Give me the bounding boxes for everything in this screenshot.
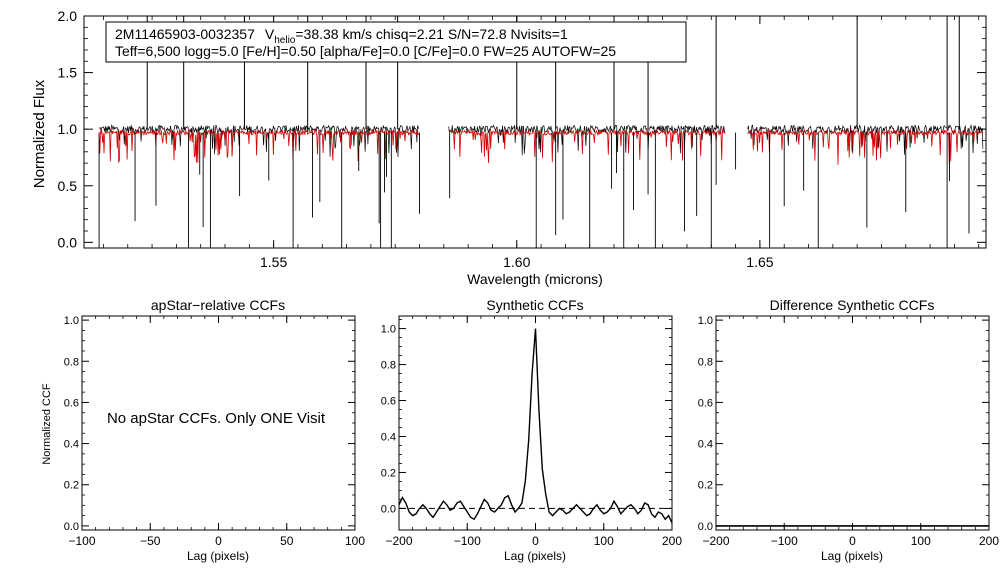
spectrum-y-axis-label: Normalized Flux: [31, 79, 48, 188]
diff-ccf-x-axis-label: Lag (pixels): [821, 549, 883, 563]
apstar-ccf-x-tick-label: −50: [140, 534, 161, 548]
observed-trace-chip-1: [99, 124, 420, 157]
diff-ccf-x-tick-label: 200: [979, 534, 999, 548]
info-box-frame: [105, 21, 687, 63]
diff-ccf-panel: −200 −100 0 100 200 0.0 0.2 0.4 0.6 0.8 1.0 Differ…: [698, 297, 1000, 563]
spectrum-y-tick-label: 0.5: [58, 178, 78, 194]
spectrum-y-ticks: 0.0 0.5 1.0 1.5 2.0: [58, 8, 986, 250]
diff-ccf-y-tick-label: 0.2: [698, 480, 713, 492]
spectrum-y-tick-label: 1.5: [58, 65, 78, 81]
apstar-ccf-y-axis-label: Normalized CCF: [41, 383, 53, 465]
synthetic-ccf-line: [398, 328, 673, 524]
synthetic-ccf-title: Synthetic CCFs: [486, 297, 583, 313]
observed-trace-chip-2: [448, 124, 726, 156]
apstar-ccf-y-tick-label: 1.0: [64, 315, 79, 327]
apstar-ccf-panel: −100 −50 0 50 100 0.0 0.2 0.4 0.6 0.8 1.0 apStar−r…: [41, 297, 365, 563]
info-v-rest: =38.38 km/s chisq=2.21 S/N=72.8 Nvisits=…: [295, 26, 568, 42]
synthetic-ccf-y-tick-label: 0.0: [381, 503, 396, 515]
diff-ccf-frame: [715, 315, 990, 531]
synthetic-ccf-y-tick-label: 0.2: [381, 467, 396, 479]
apstar-ccf-y-tick-label: 0.6: [64, 397, 79, 409]
apstar-ccf-y-tick-label: 0.8: [64, 356, 79, 368]
model-trace-chip-2: [448, 128, 726, 164]
spectrum-plot-frame: [83, 15, 987, 249]
synthetic-ccf-x-tick-label: 0: [532, 534, 539, 548]
apstar-ccf-ticks: −100 −50 0 50 100 0.0 0.2 0.4 0.6 0.8 1.0: [64, 315, 366, 548]
apstar-ccf-x-tick-label: 0: [215, 534, 222, 548]
spectrum-traces: [98, 124, 984, 165]
apstar-ccf-x-tick-label: 50: [280, 534, 294, 548]
diff-ccf-y-tick-label: 0.6: [698, 397, 713, 409]
diff-ccf-x-tick-label: −100: [771, 534, 798, 548]
spectrum-x-tick-label: 1.55: [260, 254, 287, 270]
apstar-ccf-y-tick-label: 0.2: [64, 480, 79, 492]
model-trace-chip-3: [747, 129, 984, 165]
info-v-subscript: helio: [274, 35, 296, 46]
info-object-id: 2M11465903-0032357: [115, 26, 255, 42]
spectrum-x-tick-label: 1.60: [503, 254, 530, 270]
spectrum-x-tick-label: 1.65: [746, 254, 773, 270]
info-v-label: V: [265, 26, 275, 42]
diff-ccf-x-tick-label: −200: [702, 534, 729, 548]
apstar-ccf-annotation: No apStar CCFs. Only ONE Visit: [107, 410, 326, 427]
diff-ccf-y-tick-label: 0.8: [698, 356, 713, 368]
spectrum-y-tick-label: 2.0: [58, 8, 78, 24]
synthetic-ccf-plot: [398, 328, 673, 524]
spectrum-panel: 1.55 1.60 1.65 0.0 0.5 1.0 1.5 2.0 Wavelength …: [31, 8, 987, 287]
synthetic-ccf-x-tick-label: −100: [454, 534, 481, 548]
diff-ccf-y-tick-label: 1.0: [698, 315, 713, 327]
apstar-ccf-title: apStar−relative CCFs: [151, 297, 285, 313]
diff-ccf-y-tick-label: 0.0: [698, 521, 713, 533]
synthetic-ccf-x-axis-label: Lag (pixels): [504, 549, 566, 563]
apstar-ccf-x-axis-label: Lag (pixels): [187, 549, 249, 563]
synthetic-ccf-y-tick-label: 0.8: [381, 360, 396, 372]
apstar-ccf-y-tick-label: 0.0: [64, 521, 79, 533]
diff-ccf-x-tick-label: 100: [911, 534, 931, 548]
spectrum-y-tick-label: 1.0: [58, 121, 78, 137]
synthetic-ccf-frame: [398, 315, 673, 531]
synthetic-ccf-y-tick-label: 1.0: [381, 324, 396, 336]
info-box-line-2: Teff=6,500 logg=5.0 [Fe/H]=0.50 [alpha/F…: [115, 43, 616, 59]
apstar-ccf-x-tick-label: 100: [345, 534, 365, 548]
diff-ccf-ticks: −200 −100 0 100 200 0.0 0.2 0.4 0.6 0.8 1.0: [698, 315, 1000, 548]
apstar-ccf-y-tick-label: 0.4: [64, 439, 79, 451]
synthetic-ccf-panel: −200 −100 0 100 200 0.0 0.2 0.4 0.6 0.8 1.0 Synthe…: [381, 297, 683, 563]
spectrum-spikes: [98, 16, 970, 248]
apstar-ccf-x-tick-label: −100: [68, 534, 95, 548]
info-box-line-1: 2M11465903-0032357 Vhelio=38.38 km/s chis…: [115, 26, 568, 46]
synthetic-ccf-x-tick-label: 100: [594, 534, 614, 548]
spectrum-x-axis-label: Wavelength (microns): [467, 271, 603, 287]
synthetic-ccf-x-tick-label: 200: [662, 534, 682, 548]
synthetic-ccf-x-tick-label: −200: [385, 534, 412, 548]
spectrum-info-box: 2M11465903-0032357 Vhelio=38.38 km/s chis…: [105, 21, 687, 63]
synthetic-ccf-y-tick-label: 0.4: [381, 431, 396, 443]
spectrum-y-tick-label: 0.0: [58, 234, 78, 250]
synthetic-ccf-ticks: −200 −100 0 100 200 0.0 0.2 0.4 0.6 0.8 1.0: [381, 316, 682, 548]
diff-ccf-y-tick-label: 0.4: [698, 439, 713, 451]
model-trace-chip-1: [98, 128, 420, 163]
diff-ccf-title: Difference Synthetic CCFs: [770, 297, 935, 313]
diff-ccf-x-tick-label: 0: [849, 534, 856, 548]
synthetic-ccf-y-tick-label: 0.6: [381, 396, 396, 408]
spectrum-x-ticks: 1.55 1.60 1.65: [103, 16, 980, 270]
